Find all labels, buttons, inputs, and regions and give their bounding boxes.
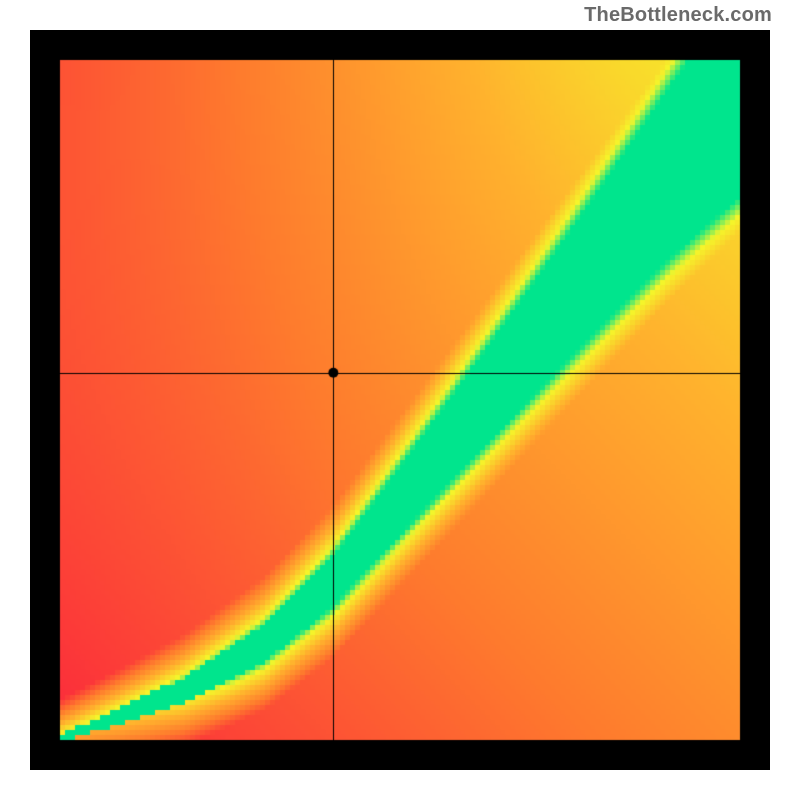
chart-area (30, 30, 770, 770)
watermark-label: TheBottleneck.com (584, 4, 772, 27)
heatmap-canvas (30, 30, 770, 770)
page: TheBottleneck.com (0, 0, 800, 800)
